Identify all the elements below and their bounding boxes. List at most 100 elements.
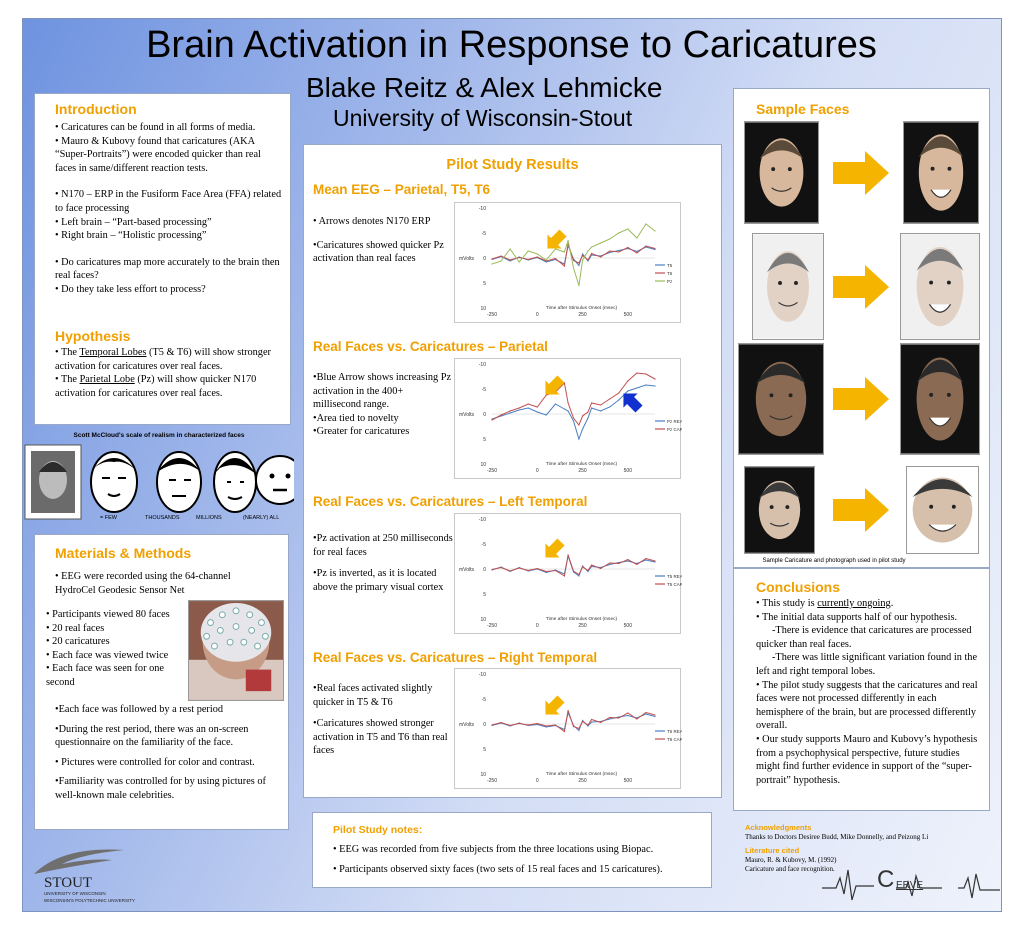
data-point — [591, 407, 593, 409]
data-point — [527, 258, 529, 261]
data-point — [645, 245, 647, 247]
data-point — [545, 726, 547, 728]
legend-label: Pz CARICATURE — [667, 427, 682, 432]
hypo-text: • The — [55, 374, 80, 386]
data-point — [500, 255, 502, 257]
x-tick-label: 500 — [624, 468, 633, 474]
scale-title: Scott McCloud's scale of realism in char… — [73, 432, 245, 439]
data-point — [581, 254, 584, 257]
photo-face-image — [738, 343, 824, 455]
data-point — [618, 392, 620, 394]
y-axis-label: mVolts — [459, 412, 475, 418]
data-point — [591, 246, 593, 248]
data-point — [572, 570, 575, 572]
methods-list-item: • 20 caricatures — [46, 636, 110, 648]
data-point — [609, 716, 611, 719]
data-point — [491, 263, 493, 265]
x-tick-label: 500 — [624, 778, 633, 784]
data-point — [491, 419, 493, 421]
intro-bullet: • Do they take less effort to process? — [55, 283, 206, 295]
legend-label: T5 — [667, 263, 673, 268]
data-point — [518, 722, 520, 725]
methods-bullet: •During the rest period, there was an on… — [55, 723, 249, 749]
data-point — [636, 237, 638, 239]
data-point — [587, 250, 589, 252]
data-point — [609, 238, 611, 240]
section-heading: Real Faces vs. Caricatures – Right Tempo… — [313, 650, 598, 665]
data-point — [491, 724, 493, 726]
data-point — [536, 723, 538, 726]
data-point — [587, 260, 589, 262]
data-point — [578, 424, 580, 426]
y-tick-label: -10 — [479, 206, 486, 212]
series-line — [491, 384, 656, 441]
data-point — [509, 248, 511, 250]
x-axis-label: Time after Stimulus Onset (msec) — [546, 305, 618, 311]
data-point — [609, 250, 611, 252]
data-point — [609, 718, 611, 720]
data-point — [636, 252, 638, 254]
data-point — [587, 725, 589, 727]
series-line — [491, 223, 656, 286]
cnerve-logo-c: C — [877, 866, 895, 893]
y-tick-label: 10 — [480, 462, 486, 468]
x-tick-label: 250 — [578, 468, 587, 474]
data-point — [591, 252, 593, 255]
data-point — [581, 720, 584, 723]
data-point — [527, 250, 529, 252]
y-tick-label: -10 — [479, 517, 486, 523]
yellow-arrow-icon — [545, 375, 565, 395]
data-point — [591, 402, 593, 404]
x-tick-label: 0 — [536, 312, 539, 318]
sample-faces-heading: Sample Faces — [756, 101, 850, 117]
photo-face-image — [744, 121, 819, 224]
data-point — [587, 569, 589, 572]
lit-line: Caricature and face recognition. — [745, 865, 835, 873]
right-arrow-icon — [833, 488, 889, 532]
pilot-notes-panel — [312, 812, 712, 888]
data-point — [609, 562, 611, 564]
introduction-text: • Caricatures can be found in all forms … — [55, 121, 283, 297]
data-point — [554, 569, 556, 572]
data-point — [545, 725, 547, 727]
data-point — [618, 562, 620, 565]
data-point — [609, 398, 611, 400]
stout-logo-line: UNIVERSITY OF WISCONSIN — [44, 891, 106, 896]
x-axis-label: Time after Stimulus Onset (msec) — [546, 771, 618, 777]
section-heading: Real Faces vs. Caricatures – Parietal — [313, 339, 548, 354]
data-point — [545, 259, 547, 261]
concl-text: • This study is — [756, 598, 818, 609]
section-bullet: •Real faces activated slightly quicker i… — [313, 683, 433, 708]
ack-text: Thanks to Doctors Desiree Budd, Mike Don… — [745, 833, 929, 841]
data-point — [645, 223, 647, 225]
x-tick-label: -250 — [487, 468, 497, 474]
y-tick-label: 10 — [480, 306, 486, 312]
methods-bullet: •Each face was followed by a rest period — [55, 704, 223, 715]
data-point — [609, 251, 611, 254]
y-tick-label: -5 — [482, 231, 487, 237]
caricature-face-image — [900, 343, 980, 455]
data-point — [563, 575, 566, 577]
stout-logo-line: WISCONSIN'S POLYTECHNIC UNIVERSITY — [44, 898, 136, 903]
caricature-face-image — [903, 121, 979, 224]
series-line — [491, 372, 656, 426]
data-point — [527, 407, 529, 409]
hypo-text: (Pz) will show quicker N170 activation f… — [55, 374, 257, 399]
data-point — [491, 568, 493, 571]
methods-list: • Participants viewed 80 faces • 20 real… — [46, 608, 186, 690]
data-point — [591, 721, 593, 723]
caricature-face-image — [906, 466, 979, 554]
data-point — [600, 256, 602, 258]
eeg-chart: -10 -5 0 5 10 -250 0 250 500 mVolts Time after Sti… — [454, 358, 682, 479]
hypo-underline: Parietal Lobe — [79, 374, 135, 386]
pilot-results-heading: Pilot Study Results — [446, 157, 579, 173]
data-point — [618, 399, 620, 401]
intro-bullet: • Left brain – “Part-based processing” — [55, 216, 212, 228]
legend-label: T6 CARICATURE — [667, 737, 682, 742]
intro-bullet: • Do caricatures map more accurately to … — [55, 256, 280, 282]
introduction-heading: Introduction — [55, 101, 137, 117]
scale-label: MILLIONS — [196, 515, 222, 521]
x-tick-label: 0 — [536, 778, 539, 784]
data-point — [636, 563, 638, 566]
data-point — [618, 717, 620, 719]
